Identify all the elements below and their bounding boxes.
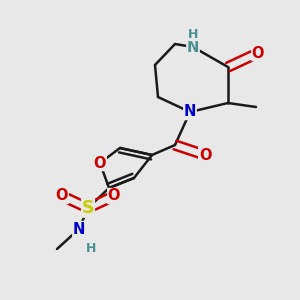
Text: H: H [86,242,96,254]
Text: H: H [188,28,198,40]
Text: O: O [56,188,68,203]
Text: N: N [184,104,196,119]
Text: O: O [252,46,264,61]
Text: N: N [73,221,85,236]
Text: O: O [108,188,120,203]
Text: S: S [82,199,94,217]
Text: O: O [199,148,211,163]
Text: O: O [94,155,106,170]
Text: N: N [187,40,199,55]
